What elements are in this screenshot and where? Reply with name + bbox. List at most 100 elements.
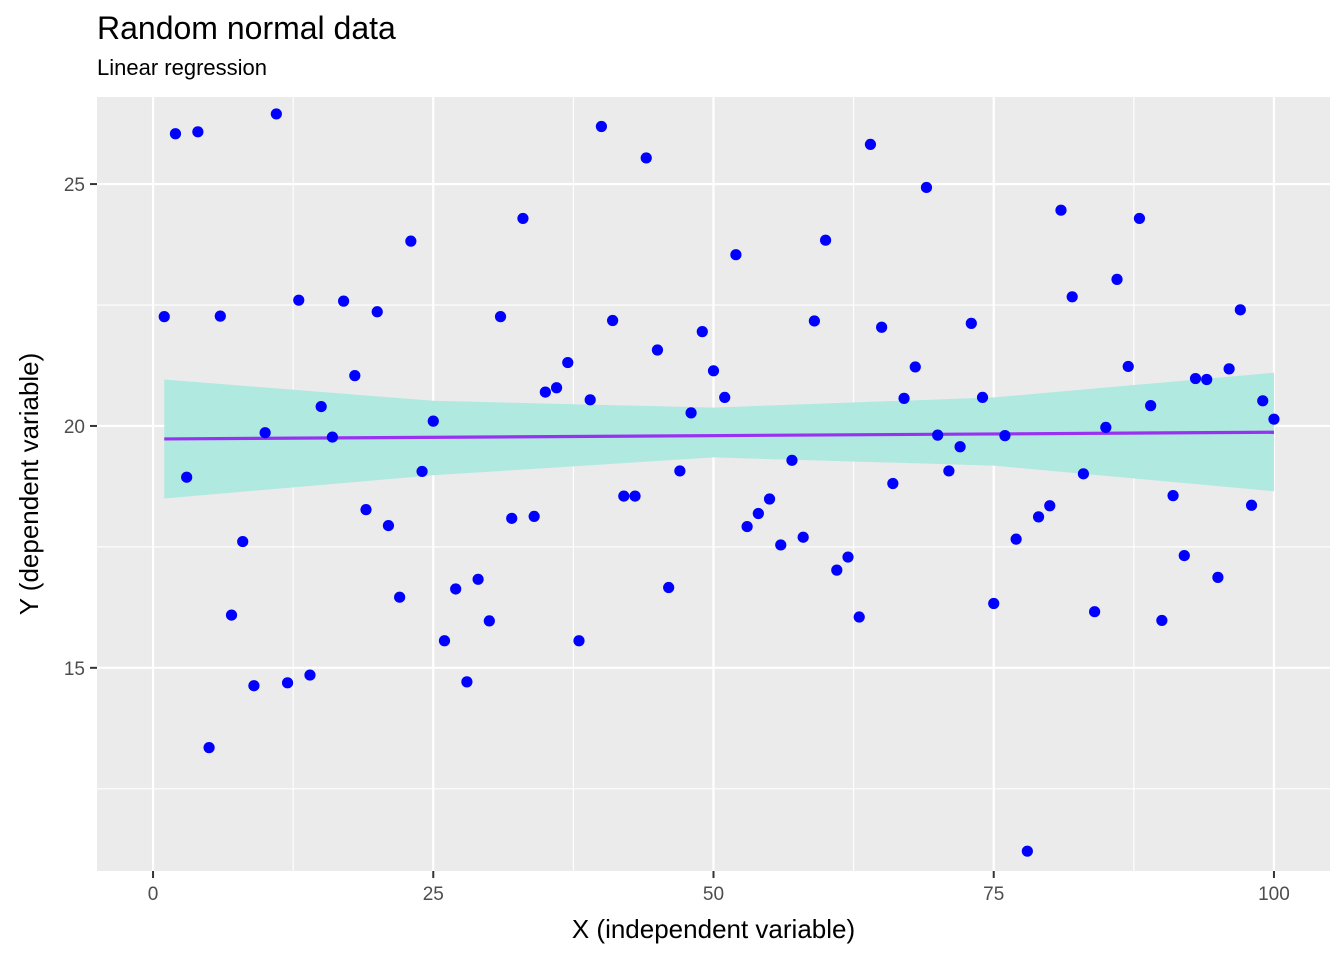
- data-point: [1044, 500, 1056, 512]
- regression-line: [164, 430, 1274, 441]
- data-point: [315, 401, 327, 413]
- data-point: [775, 539, 787, 551]
- data-point: [842, 551, 854, 563]
- data-point: [1021, 845, 1033, 857]
- data-point: [237, 535, 249, 548]
- data-point: [763, 493, 776, 505]
- data-point: [293, 294, 305, 306]
- data-point: [674, 465, 686, 477]
- data-point: [248, 680, 260, 692]
- data-point: [1212, 571, 1224, 583]
- data-point: [472, 573, 484, 585]
- data-point: [1100, 421, 1112, 434]
- data-point: [853, 611, 865, 623]
- y-axis-title: Y (dependent variable): [14, 353, 44, 616]
- chart-title: Random normal data: [97, 10, 396, 46]
- data-point: [1268, 413, 1280, 425]
- data-point: [1223, 363, 1235, 375]
- data-point: [338, 295, 350, 307]
- data-point: [1066, 291, 1078, 303]
- data-point: [629, 490, 641, 502]
- x-axis-title: X (independent variable): [572, 914, 855, 944]
- data-point: [326, 431, 338, 443]
- data-point: [1245, 499, 1258, 511]
- x-tick-label: 0: [148, 884, 159, 905]
- data-point: [1032, 511, 1045, 523]
- data-point: [461, 676, 473, 688]
- data-point: [618, 490, 630, 502]
- data-point: [573, 635, 585, 647]
- data-point: [528, 510, 540, 523]
- x-tick-label: 75: [983, 884, 1004, 905]
- data-point: [640, 152, 652, 164]
- data-point: [752, 507, 764, 520]
- data-point: [214, 310, 226, 322]
- data-point: [730, 249, 742, 261]
- data-point: [999, 430, 1011, 442]
- data-point: [932, 429, 944, 441]
- data-point: [506, 512, 518, 524]
- data-point: [1010, 533, 1022, 545]
- data-point: [1156, 614, 1168, 627]
- data-point: [954, 441, 966, 453]
- data-point: [562, 356, 574, 369]
- data-point: [696, 326, 708, 338]
- data-point: [203, 742, 215, 754]
- data-point: [898, 392, 910, 404]
- data-point: [1234, 304, 1246, 316]
- data-point: [741, 520, 753, 533]
- data-point: [920, 181, 933, 194]
- data-point: [719, 391, 731, 404]
- data-point: [450, 583, 462, 595]
- data-point: [1055, 204, 1067, 216]
- data-point: [427, 415, 439, 427]
- y-tick-label: 25: [64, 175, 85, 196]
- data-point: [1122, 360, 1134, 373]
- data-point: [483, 615, 495, 627]
- x-tick-label: 100: [1258, 884, 1290, 905]
- data-point: [270, 108, 282, 120]
- data-point: [876, 321, 888, 333]
- data-point: [169, 128, 182, 140]
- data-point: [1257, 395, 1269, 407]
- data-point: [394, 591, 406, 603]
- data-point: [909, 361, 921, 373]
- data-point: [607, 314, 619, 327]
- data-point: [584, 394, 596, 406]
- data-point: [382, 520, 395, 532]
- data-point: [786, 454, 798, 466]
- data-point: [259, 427, 271, 439]
- data-point: [539, 386, 551, 398]
- data-point: [663, 581, 675, 594]
- data-point: [304, 669, 316, 681]
- data-point: [988, 597, 1000, 610]
- data-point: [181, 471, 193, 483]
- data-point: [1145, 400, 1157, 412]
- data-point: [1133, 212, 1146, 225]
- x-tick-label: 50: [703, 884, 724, 905]
- data-point: [1178, 549, 1190, 562]
- data-point: [550, 382, 563, 394]
- data-point: [349, 370, 361, 382]
- data-point: [1077, 468, 1089, 480]
- data-point: [819, 234, 832, 246]
- data-points: [158, 108, 1280, 857]
- x-axis-ticks: 0 25 50 75 100: [148, 871, 1290, 905]
- data-point: [192, 126, 204, 138]
- data-point: [158, 311, 170, 323]
- data-point: [1111, 273, 1123, 285]
- data-point: [707, 365, 720, 377]
- data-point: [808, 315, 820, 327]
- data-point: [360, 504, 372, 516]
- data-point: [976, 391, 989, 404]
- data-point: [494, 311, 507, 323]
- data-point: [1089, 606, 1101, 618]
- data-point: [887, 477, 899, 490]
- y-axis-ticks: 15 20 25: [64, 175, 97, 680]
- data-point: [1201, 373, 1213, 386]
- data-point: [438, 635, 451, 647]
- data-point: [864, 138, 877, 151]
- data-point: [1167, 490, 1179, 502]
- data-point: [281, 677, 294, 689]
